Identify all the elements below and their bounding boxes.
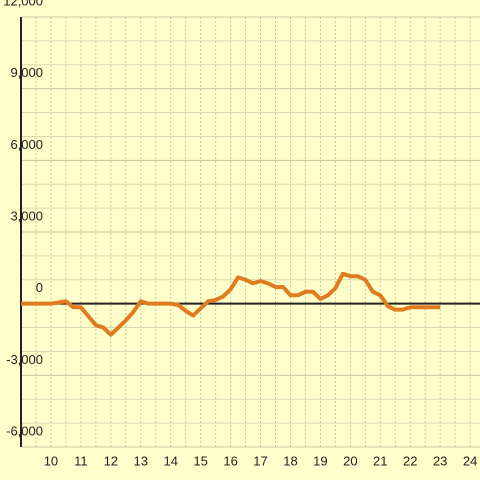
x-tick-label: 24 xyxy=(463,453,477,468)
x-tick-label: 19 xyxy=(313,453,327,468)
x-tick-label: 23 xyxy=(433,453,447,468)
x-tick-label: 20 xyxy=(343,453,357,468)
x-tick-label: 11 xyxy=(74,453,88,468)
x-tick-label: 18 xyxy=(283,453,297,468)
x-tick-label: 22 xyxy=(403,453,417,468)
x-tick-label: 13 xyxy=(134,453,148,468)
data-line xyxy=(21,271,441,337)
x-tick-label: 12 xyxy=(104,453,118,468)
y-tick-label: -6,000 xyxy=(6,423,43,438)
x-tick-label: 10 xyxy=(44,453,58,468)
y-tick-label: 3,000 xyxy=(10,208,43,223)
x-tick-label: 17 xyxy=(253,453,267,468)
y-tick-label: -3,000 xyxy=(6,352,43,367)
x-tick-label: 15 xyxy=(193,453,207,468)
y-tick-label: 6,000 xyxy=(10,137,43,152)
x-tick-label: 14 xyxy=(163,453,177,468)
y-tick-label: 0 xyxy=(36,280,43,295)
x-tick-label: 21 xyxy=(373,453,387,468)
x-tick-label: 16 xyxy=(223,453,237,468)
y-tick-label: 12,000 xyxy=(3,0,43,8)
y-tick-label: 9,000 xyxy=(10,65,43,80)
